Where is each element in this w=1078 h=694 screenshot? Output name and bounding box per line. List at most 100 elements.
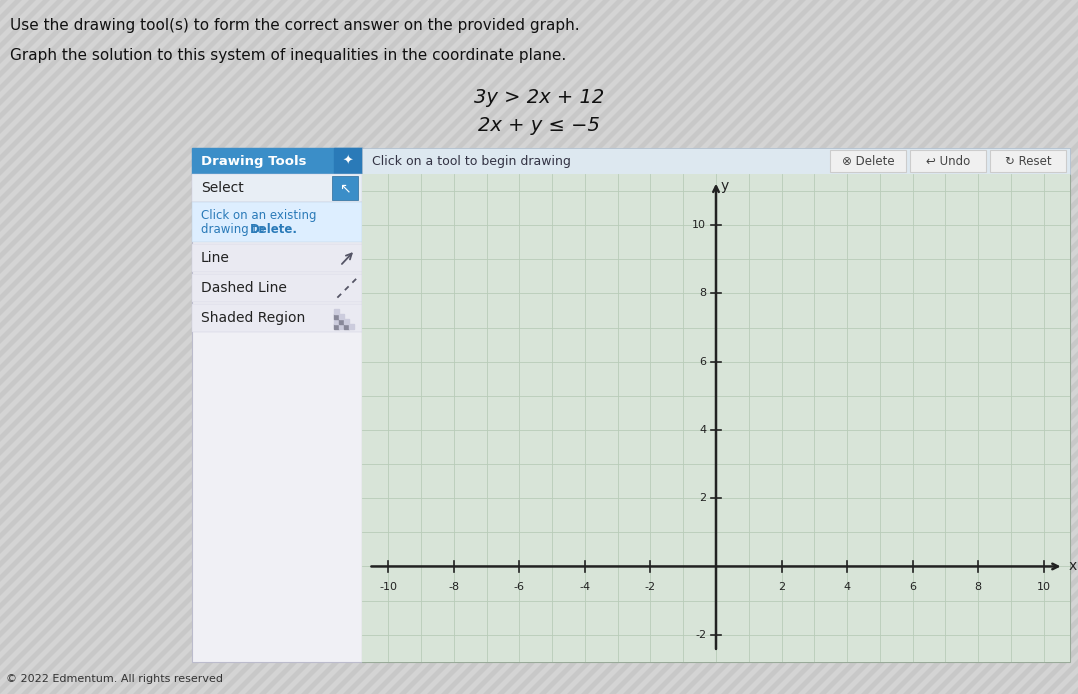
Polygon shape [0, 0, 211, 694]
Polygon shape [0, 0, 365, 694]
Polygon shape [392, 0, 1078, 694]
Polygon shape [882, 0, 1078, 694]
Text: Dashed Line: Dashed Line [201, 281, 287, 295]
Text: 8: 8 [975, 582, 982, 592]
Polygon shape [56, 0, 757, 694]
Polygon shape [0, 0, 476, 694]
Polygon shape [0, 0, 519, 694]
Bar [362, 148, 1070, 174]
Polygon shape [168, 0, 869, 694]
Polygon shape [1050, 0, 1078, 694]
Polygon shape [0, 0, 436, 694]
Polygon shape [210, 0, 911, 694]
Text: 6: 6 [700, 357, 706, 366]
Polygon shape [252, 0, 953, 694]
Polygon shape [658, 0, 1078, 694]
Text: 10: 10 [692, 220, 706, 230]
Polygon shape [490, 0, 1078, 694]
Polygon shape [364, 0, 1065, 694]
Polygon shape [126, 0, 827, 694]
Text: Click on an existing: Click on an existing [201, 209, 317, 222]
Polygon shape [938, 0, 1078, 694]
Polygon shape [924, 0, 1078, 694]
Text: ⊗ Delete: ⊗ Delete [842, 155, 895, 167]
Polygon shape [322, 0, 1023, 694]
Text: ↻ Reset: ↻ Reset [1005, 155, 1051, 167]
Bar [990, 150, 1066, 172]
Text: 4: 4 [844, 582, 851, 592]
Polygon shape [826, 0, 1078, 694]
Polygon shape [545, 0, 1078, 694]
Bar [192, 304, 362, 332]
Text: ↩ Undo: ↩ Undo [926, 155, 970, 167]
Polygon shape [14, 0, 715, 694]
Text: 2: 2 [699, 493, 706, 503]
Polygon shape [0, 0, 43, 694]
Polygon shape [0, 0, 631, 694]
Text: ✦: ✦ [343, 155, 354, 167]
Polygon shape [0, 0, 687, 694]
Text: -10: -10 [379, 582, 397, 592]
Polygon shape [0, 0, 113, 694]
Polygon shape [0, 0, 337, 694]
Polygon shape [28, 0, 729, 694]
Text: 10: 10 [1037, 582, 1051, 592]
Polygon shape [420, 0, 1078, 694]
Polygon shape [462, 0, 1078, 694]
Polygon shape [1022, 0, 1078, 694]
Polygon shape [868, 0, 1078, 694]
Polygon shape [588, 0, 1078, 694]
Polygon shape [0, 0, 561, 694]
Polygon shape [533, 0, 1078, 694]
Polygon shape [1064, 0, 1078, 694]
Text: Delete.: Delete. [250, 223, 298, 236]
Polygon shape [154, 0, 855, 694]
Polygon shape [0, 0, 603, 694]
Polygon shape [910, 0, 1078, 694]
Polygon shape [0, 0, 490, 694]
Polygon shape [98, 0, 799, 694]
Bar [334, 319, 338, 324]
Bar [344, 319, 349, 324]
Text: 4: 4 [699, 425, 706, 435]
Text: ↖: ↖ [340, 181, 350, 195]
Polygon shape [505, 0, 1078, 694]
Polygon shape [0, 0, 393, 694]
Bar [0, 0, 1078, 153]
Polygon shape [0, 0, 421, 694]
Text: y: y [721, 179, 729, 193]
Text: drawing to: drawing to [201, 223, 268, 236]
Polygon shape [812, 0, 1078, 694]
Bar [334, 314, 338, 319]
Polygon shape [0, 0, 645, 694]
Polygon shape [84, 0, 785, 694]
Polygon shape [770, 0, 1078, 694]
Polygon shape [140, 0, 841, 694]
Polygon shape [0, 0, 197, 694]
Polygon shape [112, 0, 813, 694]
Text: 8: 8 [699, 289, 706, 298]
Polygon shape [266, 0, 967, 694]
Polygon shape [350, 0, 1051, 694]
Bar [192, 202, 362, 242]
Polygon shape [0, 0, 15, 694]
Polygon shape [0, 0, 701, 694]
Polygon shape [0, 0, 589, 694]
Polygon shape [0, 0, 547, 694]
Polygon shape [994, 0, 1078, 694]
Polygon shape [0, 0, 462, 694]
Polygon shape [0, 0, 407, 694]
Bar [344, 324, 349, 329]
Polygon shape [238, 0, 939, 694]
Polygon shape [0, 0, 183, 694]
Polygon shape [280, 0, 981, 694]
Polygon shape [1008, 0, 1078, 694]
Polygon shape [616, 0, 1078, 694]
Bar [192, 148, 362, 662]
Polygon shape [0, 0, 450, 694]
Text: Select: Select [201, 181, 244, 195]
Polygon shape [448, 0, 1078, 694]
Polygon shape [0, 0, 309, 694]
Polygon shape [0, 0, 351, 694]
Text: -2: -2 [695, 629, 706, 640]
